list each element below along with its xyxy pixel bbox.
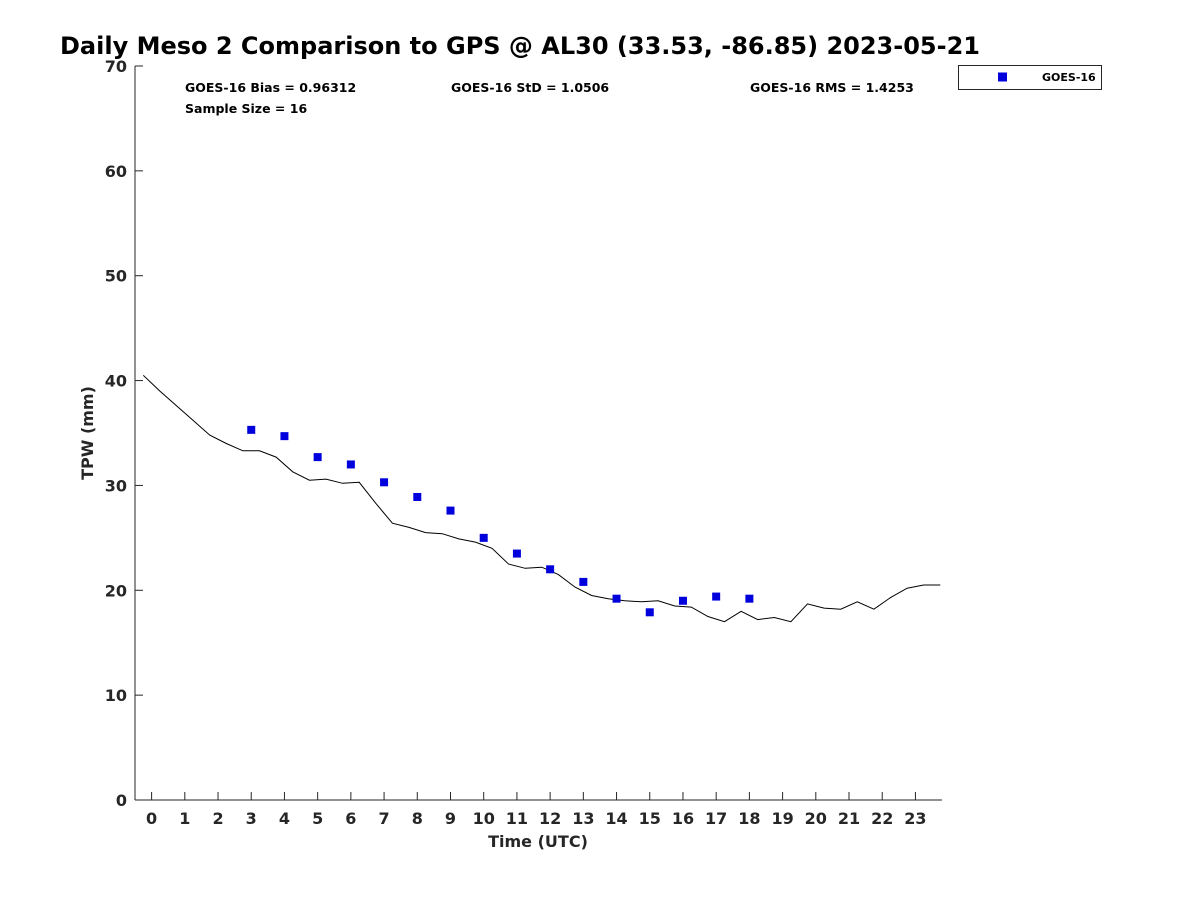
data-point-goes16: [512, 549, 521, 558]
x-tick-label: 5: [312, 809, 323, 828]
y-tick-label: 0: [116, 791, 127, 810]
y-tick-label: 50: [105, 267, 127, 286]
data-point-goes16: [712, 592, 721, 601]
x-tick-label: 11: [506, 809, 528, 828]
std-annotation: GOES-16 StD = 1.0506: [451, 80, 609, 95]
x-tick-label: 2: [212, 809, 223, 828]
y-tick-label: 20: [105, 581, 127, 600]
x-tick-label: 12: [539, 809, 561, 828]
data-point-goes16: [612, 594, 621, 603]
x-tick-label: 18: [738, 809, 760, 828]
rms-annotation: GOES-16 RMS = 1.4253: [750, 80, 914, 95]
x-tick-label: 22: [871, 809, 893, 828]
x-tick-label: 6: [345, 809, 356, 828]
x-tick-label: 8: [412, 809, 423, 828]
y-tick-label: 30: [105, 476, 127, 495]
legend-box: [958, 65, 1102, 90]
scatter-series-layer: [247, 425, 754, 617]
y-tick-label: 60: [105, 162, 127, 181]
y-tick-label: 10: [105, 686, 127, 705]
x-tick-label: 23: [904, 809, 926, 828]
y-tick-label: 40: [105, 372, 127, 391]
data-point-goes16: [280, 432, 289, 441]
x-tick-label: 13: [572, 809, 594, 828]
data-point-goes16: [446, 506, 455, 515]
bias-annotation: GOES-16 Bias = 0.96312: [185, 80, 356, 95]
sample-size-annotation: Sample Size = 16: [185, 101, 307, 116]
gps-line: [142, 374, 941, 623]
chart-title: Daily Meso 2 Comparison to GPS @ AL30 (3…: [60, 32, 980, 60]
x-tick-label: 14: [605, 809, 627, 828]
data-point-goes16: [313, 453, 322, 462]
legend-label-goes16: GOES-16: [1042, 71, 1096, 84]
x-tick-label: 20: [805, 809, 827, 828]
data-point-goes16: [546, 565, 555, 574]
data-point-goes16: [745, 594, 754, 603]
data-point-goes16: [346, 460, 355, 469]
x-axis-label: Time (UTC): [488, 832, 588, 851]
legend-marker-goes16: [998, 72, 1007, 82]
x-tick-label: 1: [179, 809, 190, 828]
data-point-goes16: [479, 533, 488, 542]
y-tick-label: 70: [105, 57, 127, 76]
y-axis-label: TPW (mm): [78, 386, 97, 480]
x-tick-label: 3: [246, 809, 257, 828]
data-point-goes16: [247, 425, 256, 434]
x-tick-label: 9: [445, 809, 456, 828]
line-series-layer: [142, 374, 941, 623]
x-tick-label: 21: [838, 809, 860, 828]
x-tick-label: 7: [379, 809, 390, 828]
x-tick-label: 15: [639, 809, 661, 828]
data-point-goes16: [579, 577, 588, 586]
x-tick-label: 16: [672, 809, 694, 828]
data-point-goes16: [678, 596, 687, 605]
x-tick-label: 0: [146, 809, 157, 828]
data-point-goes16: [413, 492, 422, 501]
legend: GOES-16: [958, 65, 1102, 90]
data-point-goes16: [380, 478, 389, 487]
x-tick-label: 4: [279, 809, 290, 828]
stats-annotations: GOES-16 Bias = 0.96312 GOES-16 StD = 1.0…: [185, 80, 914, 116]
data-point-goes16: [645, 608, 654, 617]
x-tick-label: 19: [771, 809, 793, 828]
x-tick-label: 10: [473, 809, 495, 828]
x-tick-label: 17: [705, 809, 727, 828]
